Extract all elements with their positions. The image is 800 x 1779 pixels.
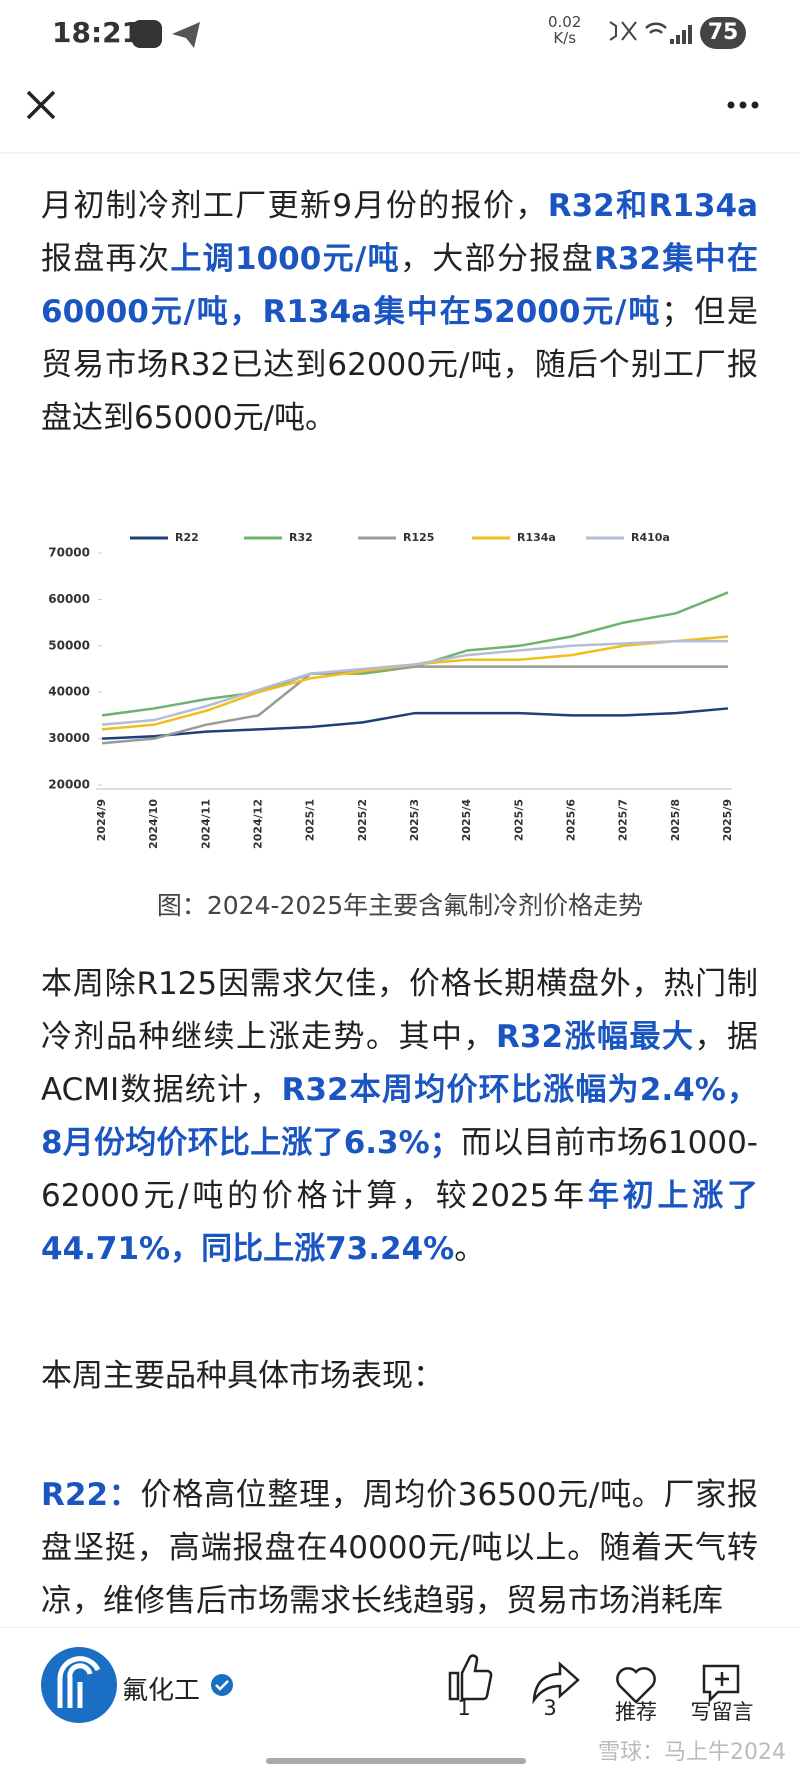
x-tick-label: 2025/7: [617, 799, 630, 841]
paragraph: 本周主要品种具体市场表现：: [41, 1350, 758, 1403]
wifi-icon: [645, 22, 667, 34]
text: ；但是贸易市场R32已达到62000元/吨，随后个别工厂报盘达到65000元/吨…: [41, 294, 759, 436]
app-icon: [132, 20, 162, 48]
text: 报盘再次: [41, 241, 171, 277]
series-line: [101, 591, 729, 717]
share-button[interactable]: [532, 1661, 580, 1705]
y-tick-label: 70000: [48, 546, 90, 560]
author-name[interactable]: 氟化工: [122, 1676, 201, 1706]
y-tick-label: 20000: [48, 778, 90, 792]
legend-label: R125: [403, 531, 434, 544]
x-tick-label: 2025/8: [669, 799, 682, 841]
time: 18:21: [52, 16, 142, 49]
text: 价格高位整理，周均价36500元/吨。厂家报盘坚挺，高端报盘在40000元/吨以…: [41, 1477, 758, 1619]
series-line: [101, 707, 729, 740]
x-tick-label: 2024/10: [147, 799, 160, 849]
highlight-text: 年初上涨了44.71%，同比上涨73.24%: [41, 1178, 759, 1267]
recommend-button[interactable]: [616, 1667, 656, 1704]
x-tick-label: 2025/2: [356, 799, 369, 841]
speed: 0.02: [548, 13, 582, 31]
text: 。: [454, 1231, 486, 1267]
text: 本周主要品种具体市场表现：: [41, 1358, 444, 1394]
y-tick-label: 50000: [48, 638, 90, 652]
text: ，大部分报盘: [399, 241, 594, 277]
comment-label: 写留言: [690, 1700, 754, 1724]
x-tick-label: 2025/3: [408, 799, 421, 841]
highlight-text: 上调1000元/吨: [170, 241, 400, 277]
text: 月初制冷剂工厂更新9月份的报价，: [41, 188, 548, 224]
close-button[interactable]: [26, 90, 56, 120]
highlight-text: R32涨幅最大: [496, 1019, 695, 1055]
top-bar: [0, 20, 800, 154]
series-line: [101, 639, 728, 726]
y-tick-label: 30000: [48, 731, 90, 745]
highlight-text: R32本周均价环比涨幅为2.4%，8月份均价环比上涨了6.3%；: [41, 1072, 758, 1161]
paragraph: 月初制冷剂工厂更新9月份的报价，R32和R134a 报盘再次上调1000元/吨，大…: [41, 180, 758, 445]
series-line: [101, 665, 728, 745]
telegram-icon: [172, 22, 200, 48]
chart: 20000 30000 40000 50000 60000 70000 2024/9 2024…: [48, 531, 734, 849]
y-tick-label: 60000: [48, 592, 90, 606]
speed-unit: K/s: [553, 29, 577, 47]
x-tick-label: 2024/9: [95, 799, 108, 841]
avatar-logo: [57, 1656, 101, 1708]
text: 本周除R125因需求欠佳，价格长期横盘外，热门制冷剂品种继续上涨走势。其中，: [41, 966, 758, 1055]
legend-label: R22: [175, 531, 199, 544]
highlight-text: R22：: [41, 1477, 141, 1513]
comment-button[interactable]: [702, 1664, 740, 1704]
x-tick-label: 2025/6: [565, 799, 578, 842]
paragraph: 本周除R125因需求欠佳，价格长期横盘外，热门制冷剂品种继续上涨走势。其中，R3…: [41, 958, 758, 1276]
x-tick-label: 2025/1: [304, 799, 317, 841]
like-button[interactable]: [448, 1654, 493, 1701]
x-tick-label: 2024/11: [199, 799, 212, 849]
x-tick-label: 2025/4: [460, 799, 473, 842]
legend-label: R410a: [631, 531, 670, 544]
signal-icon: [670, 25, 692, 44]
text: ，据ACMI数据统计，: [41, 1019, 759, 1108]
legend-label: R134a: [517, 531, 556, 544]
watermark: 雪球：马上牛2024: [598, 1740, 786, 1765]
like-count: 1: [457, 1696, 471, 1720]
verified-badge: [211, 1674, 233, 1696]
bottom-icons: [41, 1647, 740, 1723]
more-button[interactable]: [727, 101, 759, 109]
status-bar: 18:21 0.02 K/s 75: [0, 0, 800, 70]
mute-icon: [609, 21, 637, 41]
highlight-text: R32集中在60000元/吨，R134a集中在52000元/吨: [41, 241, 759, 330]
x-tick-label: 2025/5: [512, 799, 525, 841]
legend-label: R32: [289, 531, 313, 544]
battery: 75: [700, 17, 746, 49]
home-indicator: [266, 1758, 526, 1764]
caption: 图：2024-2025年主要含氟制冷剂价格走势: [156, 891, 644, 920]
x-tick-label: 2025/9: [721, 799, 734, 841]
share-count: 3: [543, 1696, 557, 1720]
x-tick-label: 2024/12: [252, 799, 265, 849]
bottom-bar: 氟化工 1 3 推荐 写留言 雪球：马上牛2024: [0, 1627, 800, 1779]
verified-check: [215, 1680, 229, 1691]
recommend-label: 推荐: [615, 1700, 657, 1724]
highlight-text: R32和R134a: [547, 188, 758, 224]
paragraph: R22：价格高位整理，周均价36500元/吨。厂家报盘坚挺，高端报盘在40000…: [41, 1469, 758, 1628]
net-speed: 0.02 K/s: [548, 14, 581, 46]
y-tick-label: 40000: [48, 685, 90, 699]
text: 而以目前市场61000-62000元/吨的价格计算，较2025年: [41, 1125, 758, 1214]
